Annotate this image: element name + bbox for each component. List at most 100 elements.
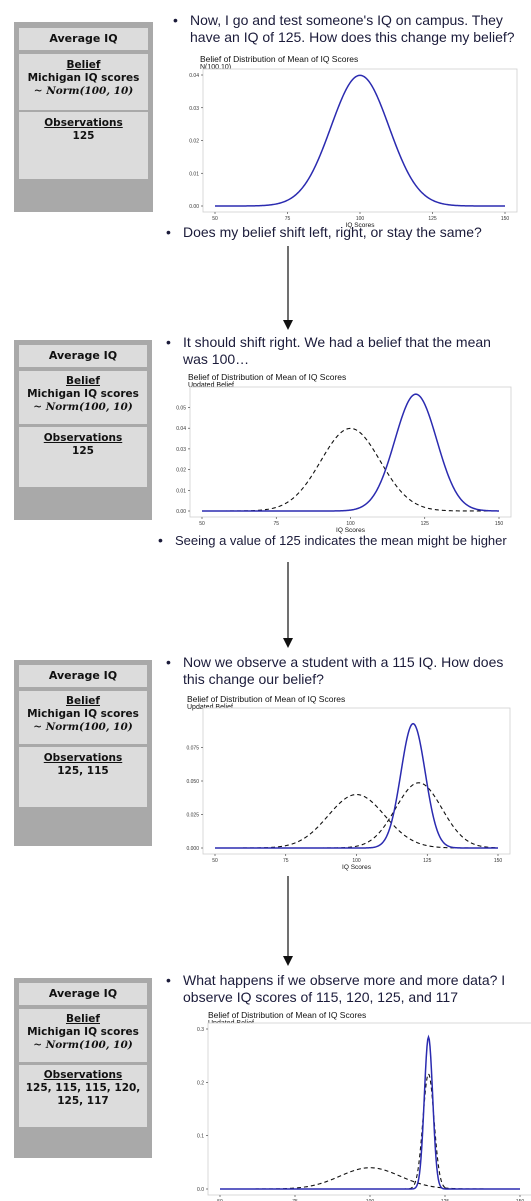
- bullet-top: • It should shift right. We had a belief …: [166, 334, 491, 367]
- y-tick-label: 0.3: [197, 1027, 204, 1033]
- belief-label: Belief: [65, 695, 100, 707]
- belief-box: Belief Michigan IQ scores ~ Norm(100, 10…: [19, 54, 148, 110]
- x-tick-label: 125: [423, 858, 432, 864]
- y-tick-label: 0.03: [189, 106, 199, 112]
- y-tick-label: 0.000: [186, 846, 199, 852]
- arrow-down-icon: [283, 876, 293, 966]
- x-tick-label: 150: [494, 858, 503, 864]
- belief-dist: ~ Norm(100, 10): [33, 401, 133, 413]
- observations-values: 125, 115, 115, 120, 125, 117: [25, 1082, 141, 1107]
- chart-title: Belief of Distribution of Mean of IQ Sco…: [187, 694, 346, 704]
- x-tick-label: 50: [212, 858, 218, 864]
- y-tick-label: 0.01: [189, 171, 199, 177]
- x-tick-label: 100: [366, 1199, 375, 1201]
- arrow-down-icon: [283, 246, 293, 330]
- series-line-3: [215, 722, 498, 849]
- observations-label: Observations: [43, 752, 123, 764]
- info-card: Average IQ Belief Michigan IQ scores ~ N…: [14, 978, 152, 1158]
- observations-box: Observations 125, 115, 115, 120, 125, 11…: [19, 1065, 147, 1127]
- observations-box: Observations 125: [19, 427, 147, 487]
- belief-label: Belief: [65, 375, 100, 387]
- y-tick-label: 0.02: [176, 468, 186, 474]
- x-tick-label: 50: [217, 1199, 223, 1201]
- y-tick-label: 0.050: [186, 779, 199, 785]
- y-tick-label: 0.2: [197, 1080, 204, 1086]
- observations-values: 125: [72, 130, 95, 142]
- observations-values: 125, 115: [57, 765, 109, 777]
- series-line-2: [215, 782, 499, 849]
- x-tick-label: 150: [495, 521, 504, 527]
- x-tick-label: 125: [441, 1199, 450, 1201]
- y-tick-label: 0.02: [189, 139, 199, 145]
- y-tick-label: 0.04: [176, 426, 186, 432]
- chart-subtitle: N(100,10): [200, 64, 232, 71]
- slide-3: Average IQ Belief Michigan IQ scores ~ N…: [0, 650, 531, 880]
- plot-panel: [189, 386, 512, 518]
- belief-dist: ~ Norm(100, 10): [33, 85, 134, 97]
- belief-label: Belief: [66, 59, 101, 71]
- belief-label: Belief: [65, 1013, 100, 1025]
- x-tick-label: 100: [356, 216, 365, 222]
- y-tick-label: 0.00: [176, 509, 186, 515]
- belief-box: Belief Michigan IQ scores ~ Norm(100, 10…: [19, 691, 147, 744]
- y-tick-label: 0.025: [186, 813, 199, 819]
- x-tick-label: 50: [212, 216, 218, 222]
- info-card: Average IQ Belief Michigan IQ scores ~ N…: [14, 660, 152, 846]
- y-tick-label: 0.03: [176, 447, 186, 453]
- series-line-1: [215, 74, 505, 207]
- observations-values: 125: [72, 445, 94, 457]
- x-tick-label: 150: [516, 1199, 525, 1201]
- x-tick-label: 75: [285, 216, 291, 222]
- belief-box: Belief Michigan IQ scores ~ Norm(100, 10…: [19, 371, 147, 424]
- observations-label: Observations: [43, 432, 123, 444]
- series-line-1: [215, 793, 498, 849]
- card-heading: Average IQ: [19, 28, 148, 50]
- bullet-top: • Now we observe a student with a 115 IQ.…: [166, 654, 504, 687]
- x-tick-label: 125: [428, 216, 437, 222]
- x-tick-label: 75: [283, 858, 289, 864]
- x-tick-label: 75: [273, 521, 279, 527]
- info-card: Average IQ Belief Michigan IQ scores ~ N…: [14, 340, 152, 520]
- bullet-bottom: • Does my belief shift left, right, or st…: [166, 224, 482, 240]
- chart-2: 0.00 0.01 0.02 0.03 0.04 0.05 50 75 100 125 150 IQ …: [176, 386, 512, 534]
- chart-subtitle: Updated Belief: [187, 704, 233, 711]
- x-tick-label: 125: [421, 521, 430, 527]
- y-tick-label: 0.04: [189, 73, 199, 79]
- chart-1: 0.00 0.01 0.02 0.03 0.04 50 75 100 125 150 IQ Scor…: [189, 68, 518, 229]
- card-heading: Average IQ: [19, 983, 147, 1005]
- x-tick-label: 150: [501, 216, 510, 222]
- y-tick-label: 0.1: [197, 1134, 204, 1140]
- card-heading: Average IQ: [19, 345, 147, 367]
- x-tick-label: 75: [292, 1199, 298, 1201]
- belief-dist: ~ Norm(100, 10): [33, 1039, 133, 1051]
- bullet-bottom: • Seeing a value of 125 indicates the mea…: [158, 532, 507, 548]
- y-tick-label: 0.05: [176, 405, 186, 411]
- y-tick-label: 0.01: [176, 488, 186, 494]
- chart-title: Belief of Distribution of Mean of IQ Sco…: [200, 54, 359, 64]
- chart-3: 0.000 0.025 0.050 0.075 50 75 100 125 150 IQ Scor…: [186, 707, 511, 871]
- slide-4: Average IQ Belief Michigan IQ scores ~ N…: [0, 968, 531, 1201]
- bullet-top: • What happens if we observe more and mor…: [166, 972, 506, 1005]
- slide-1: Average IQ Belief Michigan IQ scores ~ N…: [0, 0, 531, 240]
- series-line-2: [202, 393, 499, 512]
- belief-text: Michigan IQ scores: [27, 388, 139, 400]
- chart-title: Belief of Distribution of Mean of IQ Sco…: [188, 372, 347, 382]
- observations-label: Observations: [43, 1069, 123, 1081]
- belief-dist: ~ Norm(100, 10): [33, 721, 133, 733]
- belief-box: Belief Michigan IQ scores ~ Norm(100, 10…: [19, 1009, 147, 1062]
- chart-4: 0.00.10.20.35075100125150IQ Scores: [197, 1022, 531, 1201]
- belief-text: Michigan IQ scores: [27, 72, 140, 84]
- chart-subtitle: Updated Belief: [188, 382, 234, 389]
- x-tick-label: 50: [199, 521, 205, 527]
- chart-title: Belief of Distribution of Mean of IQ Sco…: [208, 1010, 367, 1020]
- observations-box: Observations 125: [19, 112, 148, 179]
- x-tick-label: 100: [352, 858, 361, 864]
- belief-text: Michigan IQ scores: [27, 1026, 139, 1038]
- plot-panel: [202, 68, 518, 213]
- observations-label: Observations: [44, 117, 123, 129]
- plot-panel: [202, 707, 511, 855]
- arrow-down-icon: [283, 562, 293, 648]
- x-axis-label: IQ Scores: [346, 222, 376, 229]
- x-tick-label: 100: [346, 521, 355, 527]
- y-tick-label: 0.00: [189, 204, 199, 210]
